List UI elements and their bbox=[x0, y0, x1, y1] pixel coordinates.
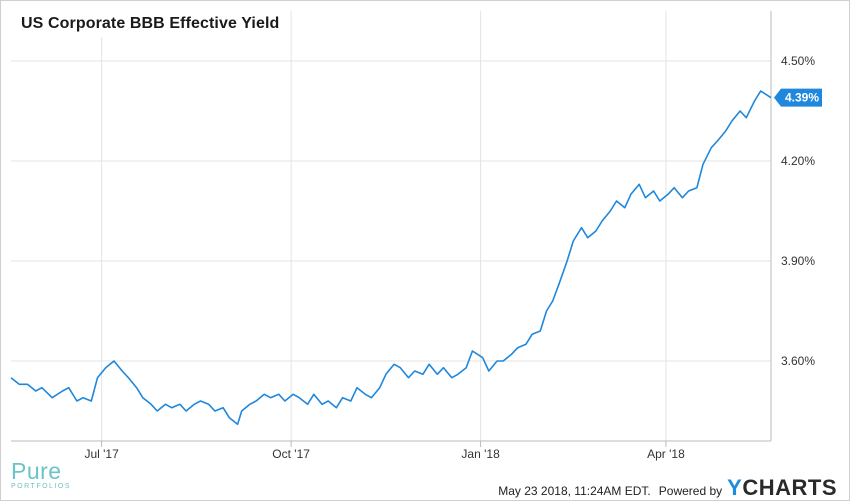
pure-portfolios-logo: Pure PORTFOLIOS bbox=[11, 458, 71, 491]
chart-title: US Corporate BBB Effective Yield bbox=[13, 10, 288, 37]
y-tick-label: 3.90% bbox=[781, 254, 815, 268]
last-value-badge bbox=[774, 88, 822, 107]
ycharts-logo-y: Y bbox=[727, 475, 743, 500]
x-tick-label: Oct '17 bbox=[272, 447, 310, 461]
logo-subtitle: PORTFOLIOS bbox=[11, 483, 71, 490]
y-tick-label: 4.20% bbox=[781, 154, 815, 168]
footer-attribution: May 23 2018, 11:24AM EDT. Powered by YCH… bbox=[498, 475, 837, 501]
y-tick-label: 3.60% bbox=[781, 354, 815, 368]
x-tick-label: Apr '18 bbox=[647, 447, 685, 461]
series-line bbox=[10, 90, 772, 426]
x-tick-label: Jan '18 bbox=[461, 447, 500, 461]
ycharts-logo-text: CHARTS bbox=[742, 475, 837, 500]
x-tick-label: Jul '17 bbox=[84, 447, 119, 461]
timestamp: May 23 2018, 11:24AM EDT. bbox=[498, 484, 651, 498]
powered-by-label: Powered by bbox=[658, 484, 723, 498]
last-value-label: 4.39% bbox=[785, 91, 819, 105]
logo-word: Pure bbox=[11, 458, 62, 484]
ycharts-logo[interactable]: YCHARTS bbox=[727, 475, 837, 501]
y-tick-label: 4.50% bbox=[781, 54, 815, 68]
